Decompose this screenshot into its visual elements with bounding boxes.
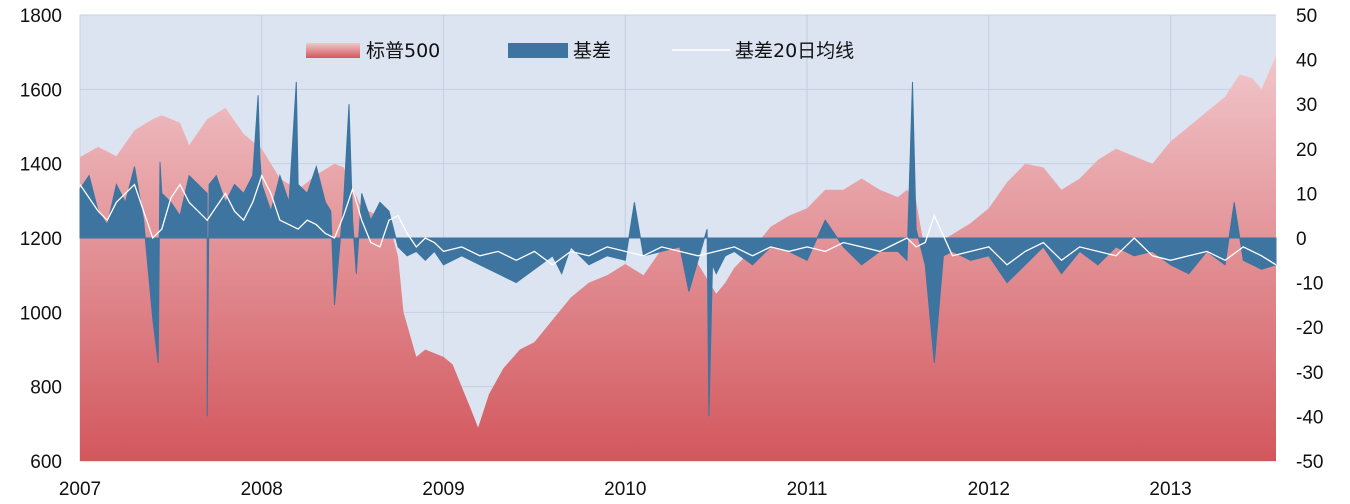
y-right-tick-label: 0: [1296, 229, 1307, 250]
y-right-tick-label: 10: [1296, 184, 1317, 205]
y-right-tick-label: 20: [1296, 140, 1317, 161]
y-right-tick-label: 30: [1296, 95, 1317, 116]
x-tick-label: 2007: [59, 479, 101, 500]
x-tick-label: 2011: [787, 479, 828, 500]
legend-label-basis: 基差: [573, 40, 611, 62]
x-tick-label: 2010: [604, 479, 646, 500]
series-basis-area: [79, 81, 1277, 417]
y-right-tick-label: -40: [1296, 407, 1323, 428]
y-left-tick-label: 1000: [20, 303, 62, 324]
y-axis-left: 600 800 1000 1200 1400 1600 1800: [20, 6, 62, 473]
x-tick-label: 2008: [241, 479, 283, 500]
y-left-tick-label: 800: [30, 378, 62, 399]
y-right-tick-label: 40: [1296, 51, 1317, 72]
y-left-tick-label: 1400: [20, 155, 62, 176]
y-right-tick-label: -30: [1296, 363, 1323, 384]
legend: 标普500 基差 基差20日均线: [306, 40, 854, 62]
y-left-tick-label: 1200: [20, 229, 62, 250]
legend-swatch-sp500: [306, 43, 360, 58]
x-tick-label: 2013: [1149, 479, 1191, 500]
y-axis-right: -50 -40 -30 -20 -10 0 10 20 30 40 50: [1296, 6, 1323, 473]
series-basis-ma20-line: [79, 173, 1277, 266]
y-right-tick-label: -20: [1296, 318, 1323, 339]
y-left-tick-label: 1800: [20, 6, 62, 27]
legend-swatch-basis: [508, 43, 568, 58]
legend-label-ma20: 基差20日均线: [735, 40, 854, 62]
x-axis: 2007 2008 2009 2010 2011 2012 2013: [59, 479, 1192, 500]
y-right-tick-label: -50: [1296, 452, 1323, 473]
y-left-tick-label: 1600: [20, 80, 62, 101]
legend-label-sp500: 标普500: [366, 40, 440, 62]
x-tick-label: 2012: [968, 479, 1010, 500]
y-right-tick-label: 50: [1296, 6, 1317, 27]
y-right-tick-label: -10: [1296, 274, 1323, 295]
y-left-tick-label: 600: [30, 452, 62, 473]
x-tick-label: 2009: [422, 479, 464, 500]
series-sp500-area: [80, 55, 1276, 462]
